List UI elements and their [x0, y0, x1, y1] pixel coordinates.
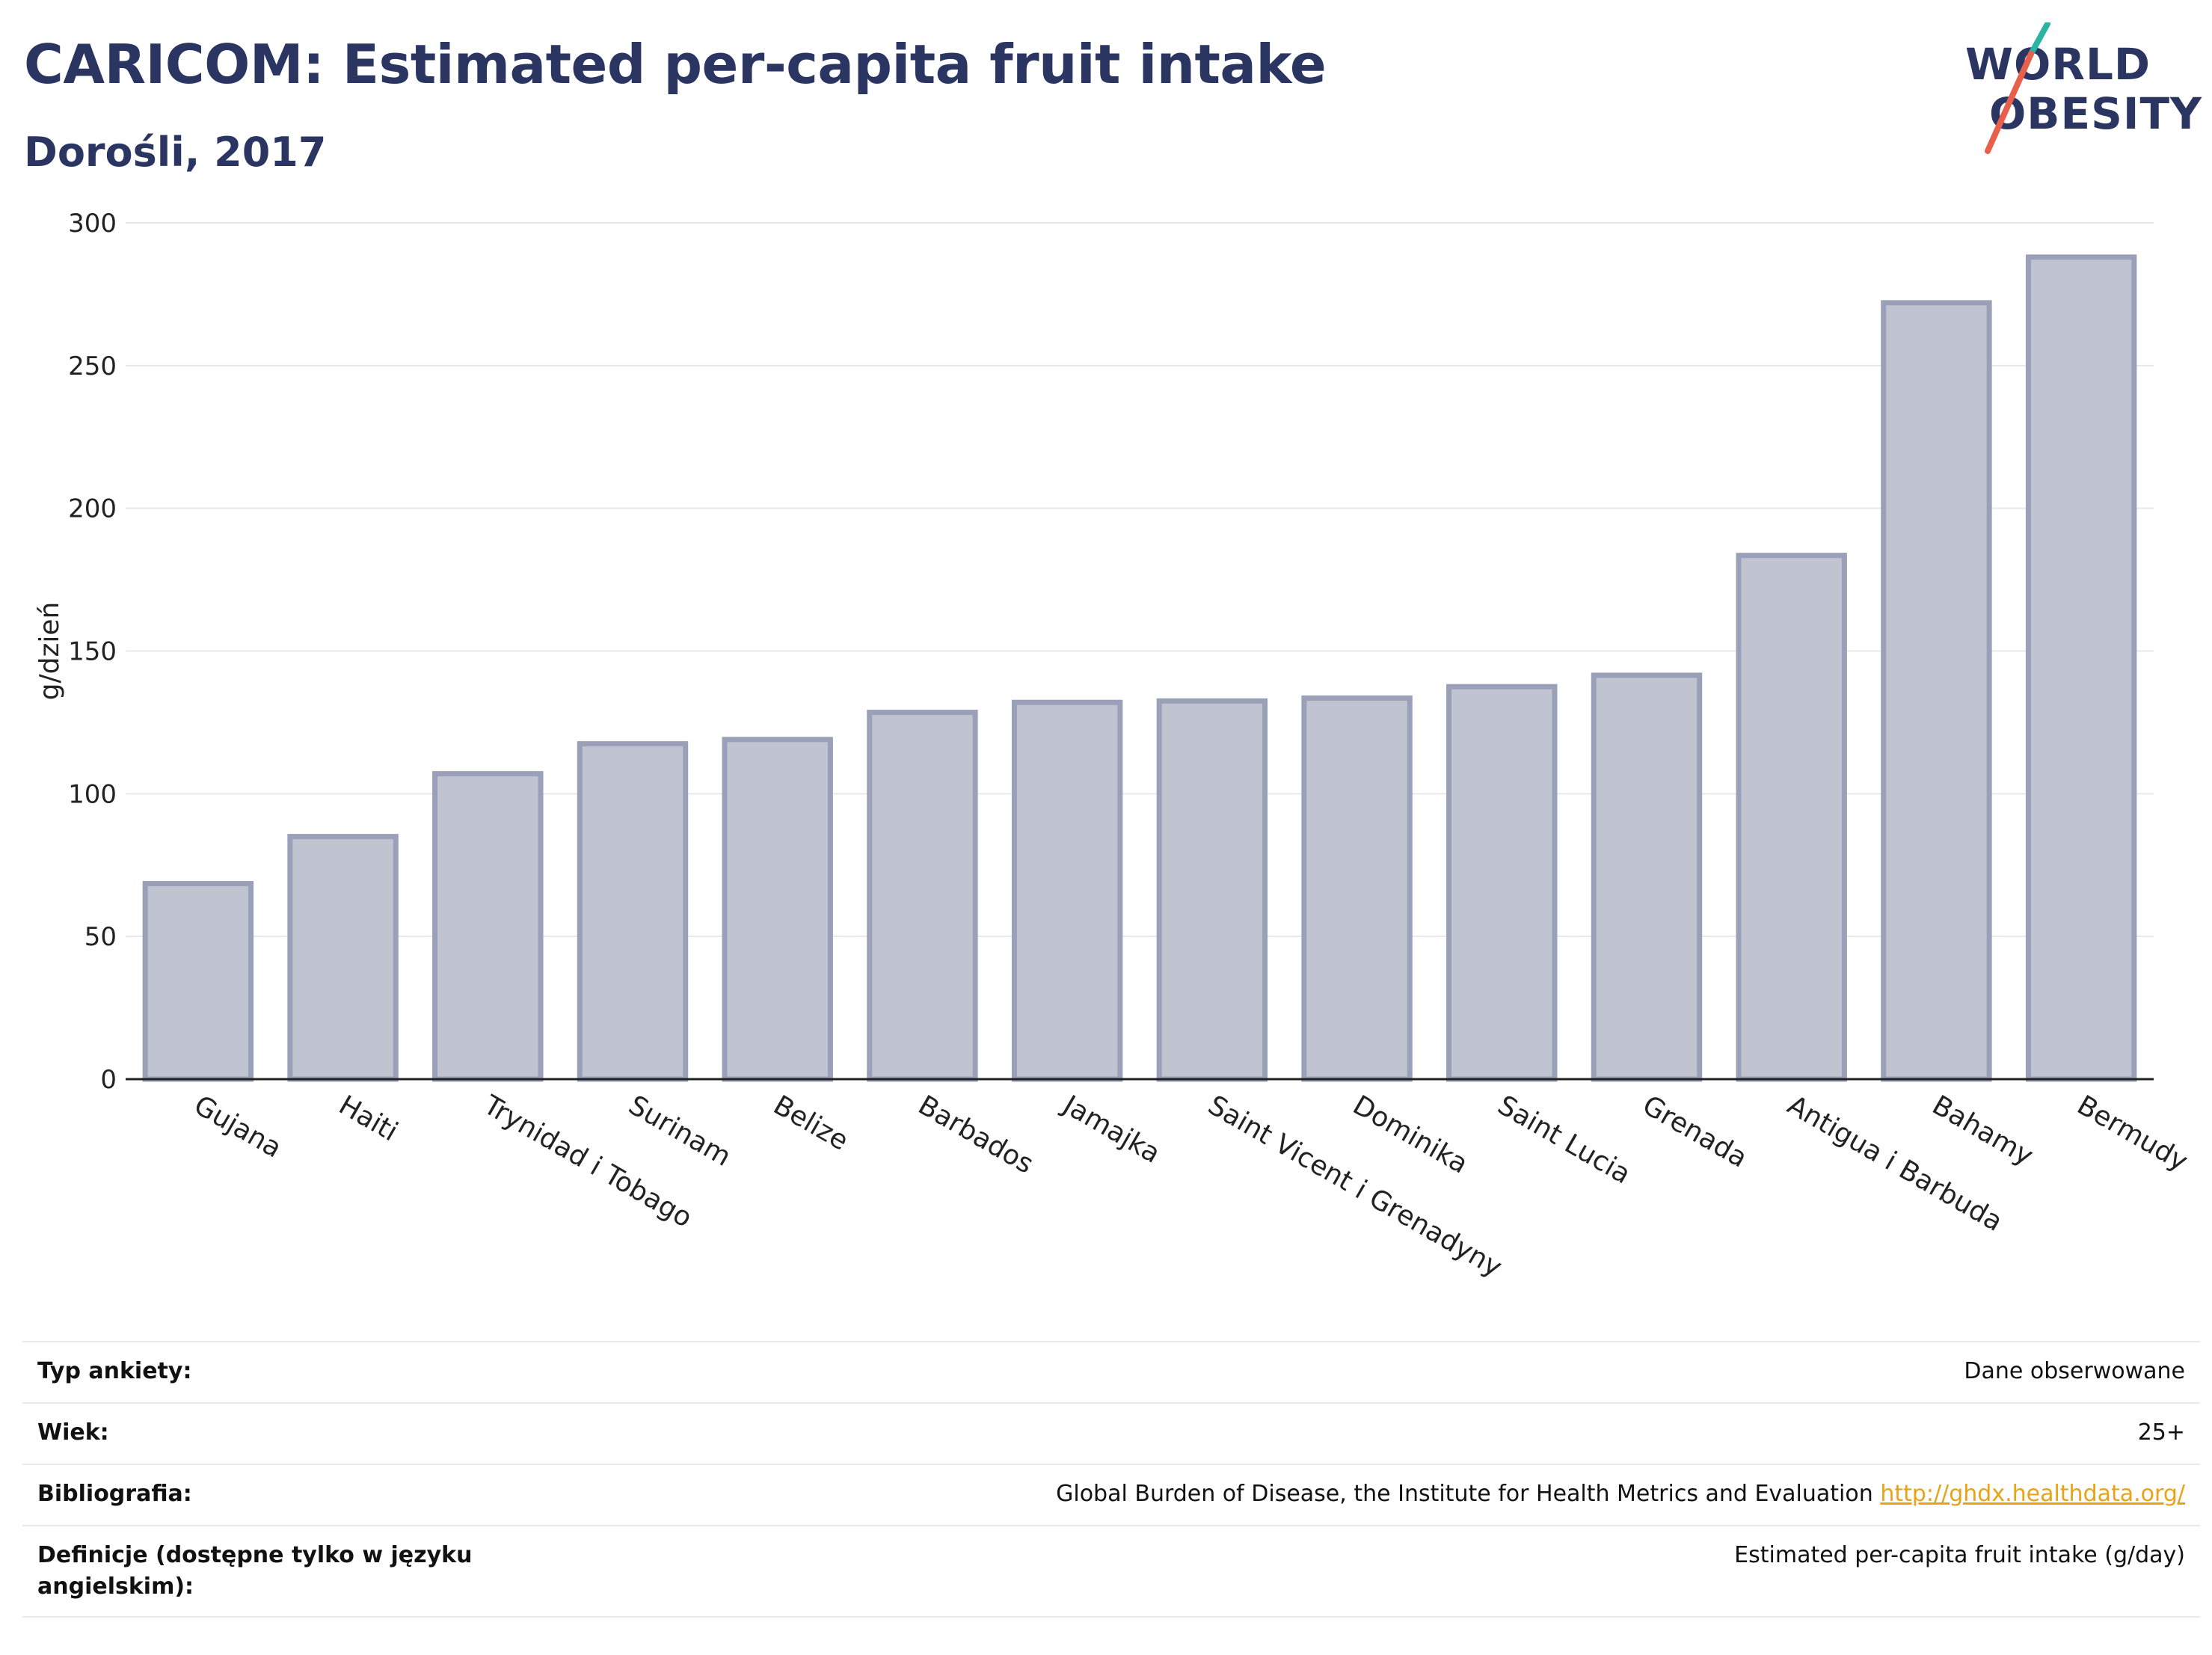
- info-value: 25+: [2138, 1417, 2185, 1449]
- bar-saint-lucia: [1446, 684, 1558, 1082]
- info-label: Definicje (dostępne tylko w języku angie…: [37, 1542, 473, 1600]
- bar-belize: [722, 737, 833, 1082]
- chart-title: CARICOM: Estimated per-capita fruit inta…: [24, 33, 1327, 96]
- bar-barbados: [867, 710, 978, 1082]
- bar-haiti: [287, 834, 399, 1082]
- bar-trynidad-i-tobago: [432, 771, 544, 1082]
- info-label: Bibliografia:: [37, 1481, 192, 1507]
- bar-jamajka: [1011, 699, 1123, 1082]
- info-value-text: 25+: [2137, 1419, 2185, 1446]
- grid-lines: [126, 222, 2154, 938]
- bars: [142, 254, 2137, 1082]
- x-tick-label: Grenada: [1638, 1090, 1753, 1173]
- bar-dominika: [1301, 695, 1413, 1082]
- info-table: Typ ankiety: Dane obserwowane Wiek: 25+ Bibl…: [22, 1341, 2200, 1618]
- x-tick-label: Haiti: [334, 1090, 403, 1147]
- logo-text-obesity: OBESITY: [1989, 88, 2203, 139]
- y-tick-label: 200: [68, 494, 117, 524]
- x-tick-label: Saint Lucia: [1493, 1090, 1635, 1190]
- y-axis-title: g/dzień: [34, 602, 65, 701]
- bar-grenada: [1591, 672, 1703, 1082]
- info-value-text: Dane obserwowane: [1964, 1358, 2185, 1384]
- y-tick-label: 250: [68, 351, 117, 381]
- x-tick-label: Belize: [768, 1090, 853, 1156]
- info-label: Wiek:: [37, 1419, 109, 1446]
- info-row: Definicje (dostępne tylko w języku angie…: [22, 1525, 2200, 1618]
- info-row: Wiek: 25+: [22, 1402, 2200, 1464]
- bar-gujana: [142, 881, 254, 1082]
- x-tick-label: Dominika: [1348, 1090, 1473, 1179]
- info-row: Typ ankiety: Dane obserwowane: [22, 1341, 2200, 1402]
- y-tick-label: 50: [85, 922, 117, 952]
- x-tick-label: Gujana: [188, 1090, 286, 1164]
- x-tick-label: Surinam: [624, 1090, 737, 1173]
- info-label: Typ ankiety:: [37, 1358, 192, 1384]
- info-value: Dane obserwowane: [1964, 1356, 2185, 1387]
- chart-subtitle: Dorośli, 2017: [24, 129, 327, 176]
- bar-bermudy: [2025, 254, 2137, 1082]
- bar-saint-vicent-i-grenadyny: [1156, 698, 1268, 1082]
- info-value: Estimated per-capita fruit intake (g/day…: [1734, 1540, 2185, 1571]
- x-tick-label: Bahamy: [1927, 1090, 2039, 1172]
- x-tick-label: Bermudy: [2072, 1090, 2193, 1177]
- y-tick-label: 150: [68, 637, 117, 667]
- source-link[interactable]: http://ghdx.healthdata.org/: [1880, 1481, 2185, 1507]
- info-value: Global Burden of Disease, the Institute …: [1056, 1479, 2185, 1510]
- y-tick-label: 0: [100, 1065, 117, 1095]
- bar-antigua-i-barbuda: [1736, 553, 1847, 1082]
- world-obesity-logo: WORLD OBESITY: [1959, 22, 2206, 157]
- y-tick-label: 100: [68, 779, 117, 809]
- logo-slash-icon: [1985, 22, 2050, 154]
- logo-text-world: WORLD: [1965, 39, 2151, 90]
- info-value-text: Estimated per-capita fruit intake (g/day…: [1734, 1542, 2185, 1568]
- info-row: Bibliografia: Global Burden of Disease, t…: [22, 1464, 2200, 1525]
- x-tick-label: Jamajka: [1057, 1089, 1165, 1170]
- x-tick-label: Barbados: [913, 1090, 1039, 1180]
- bar-surinam: [577, 741, 689, 1082]
- bar-bahamy: [1881, 300, 1992, 1082]
- info-value-text: Global Burden of Disease, the Institute …: [1056, 1481, 1873, 1507]
- y-tick-label: 300: [68, 209, 117, 239]
